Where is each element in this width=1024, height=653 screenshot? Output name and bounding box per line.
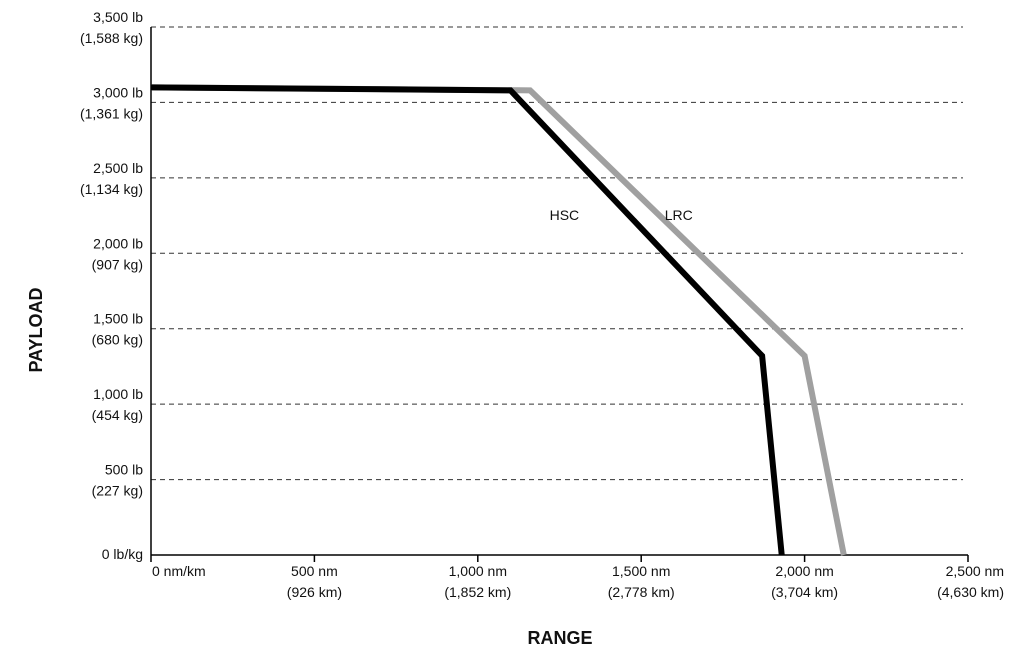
- y-tick-label: 2,500 lb: [93, 160, 143, 176]
- axes: [150, 27, 968, 556]
- x-tick-label-metric: (2,778 km): [608, 584, 675, 600]
- y-tick-label-metric: (1,134 kg): [80, 181, 143, 197]
- x-tick-label: 1,000 nm: [449, 563, 507, 579]
- y-tick-label: 1,500 lb: [93, 311, 143, 327]
- x-tick-label: 500 nm: [291, 563, 338, 579]
- y-tick-label-metric: (1,588 kg): [80, 30, 143, 46]
- y-tick-label: 1,000 lb: [93, 386, 143, 402]
- x-axis-title: RANGE: [527, 628, 592, 648]
- x-tick-label: 2,000 nm: [775, 563, 833, 579]
- y-tick-label: 0 lb/kg: [102, 546, 143, 562]
- y-tick-label-metric: (454 kg): [92, 407, 143, 423]
- x-tick-label: 1,500 nm: [612, 563, 670, 579]
- x-ticks: 0 nm/km 500 nm (926 km) 1,000 nm (1,852 km) 1…: [150, 555, 1004, 600]
- x-tick-label-metric: (4,630 km): [937, 584, 1004, 600]
- x-tick-label-metric: (1,852 km): [444, 584, 511, 600]
- series-label-lrc: LRC: [665, 207, 693, 223]
- series-line-hsc: [150, 84, 785, 556]
- series-label-hsc: HSC: [550, 207, 580, 223]
- series-line-lrc: [150, 84, 847, 556]
- x-tick-label-metric: (3,704 km): [771, 584, 838, 600]
- y-axis-title: PAYLOAD: [26, 287, 46, 372]
- y-tick-label-metric: (907 kg): [92, 256, 143, 272]
- grid-lines: [151, 26, 963, 481]
- y-tick-label: 2,000 lb: [93, 235, 143, 251]
- x-tick-label: 2,500 nm: [946, 563, 1004, 579]
- series-labels: LRC HSC: [550, 207, 693, 223]
- series-lines: [150, 84, 847, 556]
- y-tick-label-metric: (680 kg): [92, 332, 143, 348]
- x-tick-label: 0 nm/km: [152, 563, 206, 579]
- y-tick-label-metric: (1,361 kg): [80, 105, 143, 121]
- y-ticks: 0 lb/kg 500 lb (227 kg) 1,000 lb (454 kg) 1,5…: [80, 9, 143, 562]
- y-tick-label: 3,000 lb: [93, 84, 143, 100]
- y-tick-label-metric: (227 kg): [92, 483, 143, 499]
- y-tick-label: 3,500 lb: [93, 9, 143, 25]
- x-tick-label-metric: (926 km): [287, 584, 342, 600]
- y-tick-label: 500 lb: [105, 462, 143, 478]
